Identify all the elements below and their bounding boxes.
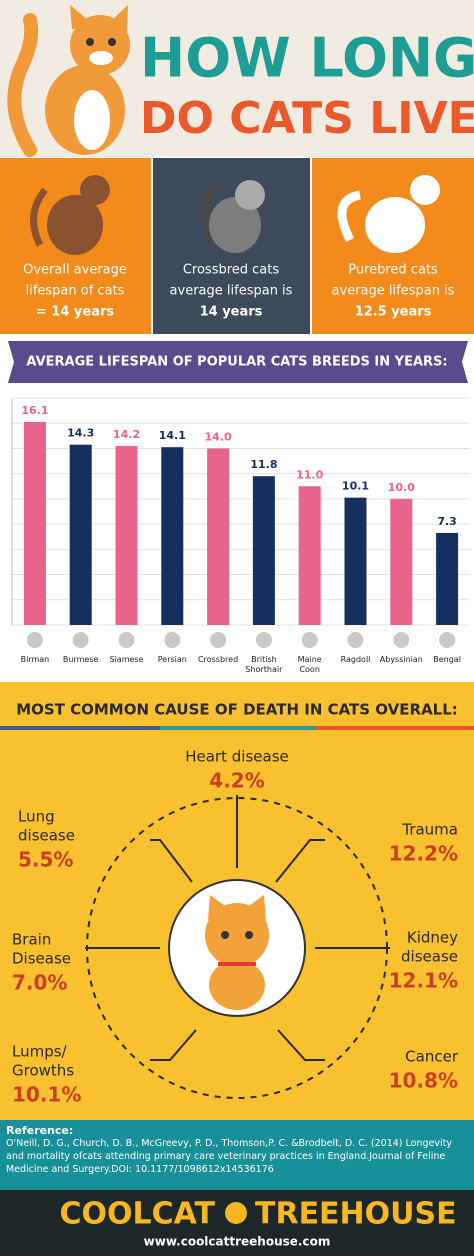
value-label: 14.1 <box>159 429 186 442</box>
cause-value: 12.2% <box>389 842 458 866</box>
bar <box>115 445 138 625</box>
x-tick-label: Persian <box>157 655 187 664</box>
brand: TREEHOUSE <box>255 1197 457 1232</box>
stat-text: Crossbred cats <box>183 263 280 278</box>
bar <box>252 476 275 625</box>
title: DO CATS LIVE? <box>140 93 474 144</box>
x-tick-label: Ragdoll <box>340 655 371 664</box>
cause-name: Brain <box>12 931 51 949</box>
cause-name: Disease <box>12 950 71 968</box>
bar <box>23 421 46 625</box>
cause-value: 7.0% <box>12 971 67 995</box>
value-label: 14.2 <box>113 428 140 441</box>
reference-text: O'Neill, D. G., Church, D. B., McGreevy,… <box>6 1138 452 1175</box>
value-label: 14.3 <box>67 427 94 440</box>
stat-text: average lifespan is <box>170 284 293 299</box>
cause-name: Lumps/ <box>12 1043 68 1061</box>
reference: Reference: O'Neill, D. G., Church, D. B.,… <box>6 1124 466 1176</box>
connectors <box>85 795 390 1061</box>
breed-icon <box>255 632 272 648</box>
breed-icon <box>393 632 410 648</box>
breed-icon <box>26 632 43 648</box>
cause-name: Lung <box>18 808 55 826</box>
banner <box>8 341 468 383</box>
cause-value: 5.5% <box>18 848 73 872</box>
value-label: 10.0 <box>388 481 415 494</box>
x-tick-label: Bengal <box>433 655 461 664</box>
bar <box>436 532 459 625</box>
value-label: 11.8 <box>250 458 277 471</box>
title: HOW LONG <box>140 27 474 90</box>
x-tick-label: Abyssinian <box>379 655 423 664</box>
reference-heading: Reference: <box>6 1124 74 1137</box>
cause-name: Cancer <box>405 1048 459 1066</box>
cause-name: disease <box>401 948 458 966</box>
brand: COOLCAT <box>59 1197 215 1232</box>
stat-text: 12.5 years <box>355 305 432 320</box>
cause-name: Kidney <box>407 929 458 947</box>
bar <box>69 444 92 625</box>
cause-value: 4.2% <box>209 769 264 793</box>
divider <box>0 726 160 730</box>
breed-icon <box>347 632 364 648</box>
stat-text: average lifespan is <box>332 284 455 299</box>
bar <box>207 448 230 625</box>
url: www.coolcattreehouse.com <box>144 1235 331 1249</box>
value-label: 10.1 <box>342 480 369 493</box>
stat-text: Purebred cats <box>348 263 438 278</box>
x-tick-label: Birman <box>20 655 50 664</box>
stat-text: lifespan of cats <box>26 284 125 299</box>
value-label: 7.3 <box>437 515 457 528</box>
cause-name: disease <box>18 827 75 845</box>
cause-name: Trauma <box>401 821 458 839</box>
value-label: 11.0 <box>296 468 323 481</box>
bar <box>390 498 413 625</box>
brand-icon <box>225 1202 247 1224</box>
cause-value: 10.1% <box>12 1083 81 1107</box>
chart-title: AVERAGE LIFESPAN OF POPULAR CATS BREEDS … <box>26 355 447 370</box>
cause-name: Growths <box>12 1062 74 1080</box>
breed-icon <box>72 632 89 648</box>
x-tick-label: Maine Coon <box>297 655 322 674</box>
divider <box>315 726 474 730</box>
section-title: MOST COMMON CAUSE OF DEATH IN CATS OVERA… <box>16 701 458 719</box>
stat-text: 14 years <box>200 305 263 320</box>
cause-value: 12.1% <box>389 969 458 993</box>
panel-cats <box>30 175 440 255</box>
center-cat <box>205 895 269 1010</box>
breed-icon <box>164 632 181 648</box>
x-tick-label: British Shorthair <box>245 655 283 674</box>
x-tick-label: Siamese <box>109 655 144 664</box>
value-label: 16.1 <box>21 404 48 417</box>
value-label: 14.0 <box>205 430 232 443</box>
breed-icon <box>301 632 318 648</box>
bar <box>344 497 367 625</box>
divider <box>160 726 315 730</box>
stat-text: = 14 years <box>36 305 115 320</box>
stat-text: Overall average <box>23 263 127 278</box>
breed-icon <box>118 632 135 648</box>
cause-value: 10.8% <box>389 1069 458 1093</box>
bar <box>298 486 321 625</box>
breed-icon <box>439 632 456 648</box>
cause-name: Heart disease <box>185 748 288 766</box>
x-tick-label: Crossbred <box>198 655 239 664</box>
breed-icon <box>210 632 227 648</box>
x-tick-label: Burmese <box>62 655 99 664</box>
bar <box>161 447 184 625</box>
header-cat <box>7 5 130 157</box>
reference-bg <box>0 1120 474 1190</box>
